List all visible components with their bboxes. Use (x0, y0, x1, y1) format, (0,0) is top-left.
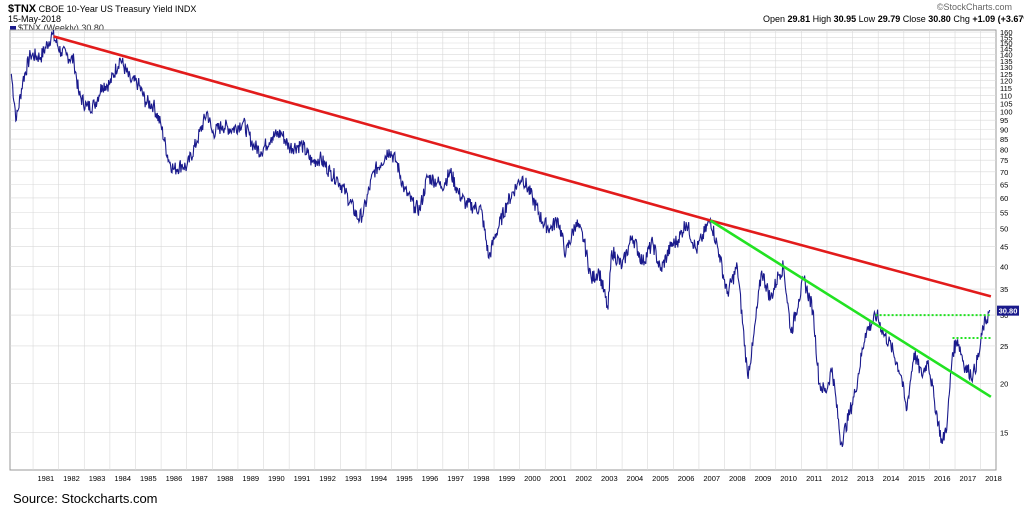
x-tick-label: 2015 (908, 474, 925, 483)
x-tick-label: 2001 (550, 474, 567, 483)
x-tick-label: 2004 (627, 474, 644, 483)
high-value: 30.95 (833, 14, 857, 24)
x-tick-label: 2011 (806, 474, 822, 483)
x-tick-label: 1997 (447, 474, 464, 483)
x-tick-label: 1990 (268, 474, 285, 483)
x-tick-label: 1994 (370, 474, 387, 483)
source-note: Source: Stockcharts.com (13, 491, 158, 506)
plot-frame (9, 29, 997, 471)
x-tick-label: 2010 (780, 474, 797, 483)
x-tick-label: 2017 (959, 474, 976, 483)
price-chart: 1520253035404550556065707580859095100105… (9, 28, 1019, 483)
y-tick-label: 60 (1000, 194, 1008, 203)
x-tick-label: 2013 (857, 474, 874, 483)
x-tick-label: 1996 (422, 474, 439, 483)
close-label: Close (902, 14, 926, 24)
x-tick-label: 1993 (345, 474, 362, 483)
y-tick-label: 45 (1000, 243, 1008, 252)
y-tick-label: 120 (1000, 77, 1013, 86)
open-label: Open (763, 14, 786, 24)
x-tick-label: 2008 (729, 474, 746, 483)
x-tick-label: 1981 (38, 474, 55, 483)
y-tick-label: 80 (1000, 145, 1008, 154)
y-tick-label: 95 (1000, 116, 1008, 125)
x-tick-label: 1983 (89, 474, 106, 483)
x-tick-label: 1991 (294, 474, 311, 483)
watermark: ©StockCharts.com (936, 2, 1012, 12)
y-tick-label: 115 (1000, 84, 1012, 93)
x-tick-label: 2009 (755, 474, 772, 483)
x-tick-label: 1987 (191, 474, 208, 483)
ohlc-readout: Open 29.81 High 30.95 Low 29.79 Close 30… (763, 14, 1024, 24)
x-tick-label: 1989 (242, 474, 259, 483)
chart-header: $TNX CBOE 10-Year US Treasury Yield INDX (8, 3, 196, 15)
x-tick-label: 2012 (831, 474, 848, 483)
x-tick-label: 1998 (473, 474, 490, 483)
x-tick-label: 1999 (498, 474, 515, 483)
support-trendline (709, 219, 992, 398)
y-tick-label: 105 (1000, 99, 1013, 108)
y-tick-label: 40 (1000, 262, 1008, 271)
low-label: Low (858, 14, 876, 24)
legend-label: $TNX (Weekly) 30.80 (18, 23, 104, 33)
y-tick-label: 150 (1000, 39, 1013, 48)
y-tick-label: 20 (1000, 380, 1008, 389)
open-value: 29.81 (787, 14, 811, 24)
exchange: INDX (174, 4, 197, 14)
x-tick-label: 1982 (63, 474, 80, 483)
y-tick-label: 100 (1000, 108, 1013, 117)
high-label: High (812, 14, 832, 24)
chart-date: 15-May-2018 (8, 14, 62, 24)
y-tick-label: 140 (1000, 51, 1013, 60)
y-tick-label: 160 (1000, 28, 1013, 37)
legend-swatch (10, 25, 16, 32)
price-series-line (10, 29, 991, 447)
y-tick-label: 125 (1000, 70, 1013, 79)
y-tick-label: 110 (1000, 91, 1012, 100)
x-tick-label: 1995 (396, 474, 413, 483)
y-tick-label: 25 (1000, 342, 1008, 351)
y-tick-label: 145 (1000, 45, 1013, 54)
y-tick-label: 50 (1000, 225, 1008, 234)
x-tick-label: 2007 (703, 474, 720, 483)
x-tick-label: 1986 (166, 474, 183, 483)
x-tick-label: 2016 (934, 474, 951, 483)
chg-label: Chg (953, 14, 970, 24)
series-legend: $TNX (Weekly) 30.80 (10, 23, 104, 33)
y-tick-label: 130 (1000, 63, 1013, 72)
x-tick-label: 2018 (985, 474, 1002, 483)
x-tick-label: 2002 (575, 474, 592, 483)
x-tick-label: 2006 (678, 474, 695, 483)
x-tick-label: 2014 (883, 474, 900, 483)
y-tick-label: 85 (1000, 135, 1008, 144)
x-tick-label: 2005 (652, 474, 669, 483)
y-tick-label: 55 (1000, 209, 1008, 218)
symbol-description: CBOE 10-Year US Treasury Yield (38, 4, 173, 14)
y-tick-label: 70 (1000, 168, 1008, 177)
x-tick-label: 2003 (601, 474, 618, 483)
close-value: 30.80 (928, 14, 951, 24)
y-tick-label: 65 (1000, 180, 1008, 189)
x-tick-label: 1984 (114, 474, 131, 483)
low-value: 29.79 (877, 14, 901, 24)
x-tick-label: 2000 (524, 474, 541, 483)
x-tick-label: 1985 (140, 474, 157, 483)
last-value-tag (997, 305, 1019, 316)
y-tick-label: 75 (1000, 156, 1008, 165)
y-tick-label: 15 (1000, 428, 1008, 437)
y-tick-label: 155 (1000, 33, 1013, 42)
x-tick-label: 1992 (319, 474, 336, 483)
y-tick-label: 90 (1000, 125, 1008, 134)
x-tick-label: 1988 (217, 474, 234, 483)
last-value-label: 30.80 (999, 307, 1018, 316)
y-tick-label: 35 (1000, 285, 1008, 294)
symbol: $TNX (8, 3, 37, 15)
y-tick-label: 135 (1000, 57, 1013, 66)
chg-value: +1.09 (+3.67%) (972, 14, 1024, 24)
